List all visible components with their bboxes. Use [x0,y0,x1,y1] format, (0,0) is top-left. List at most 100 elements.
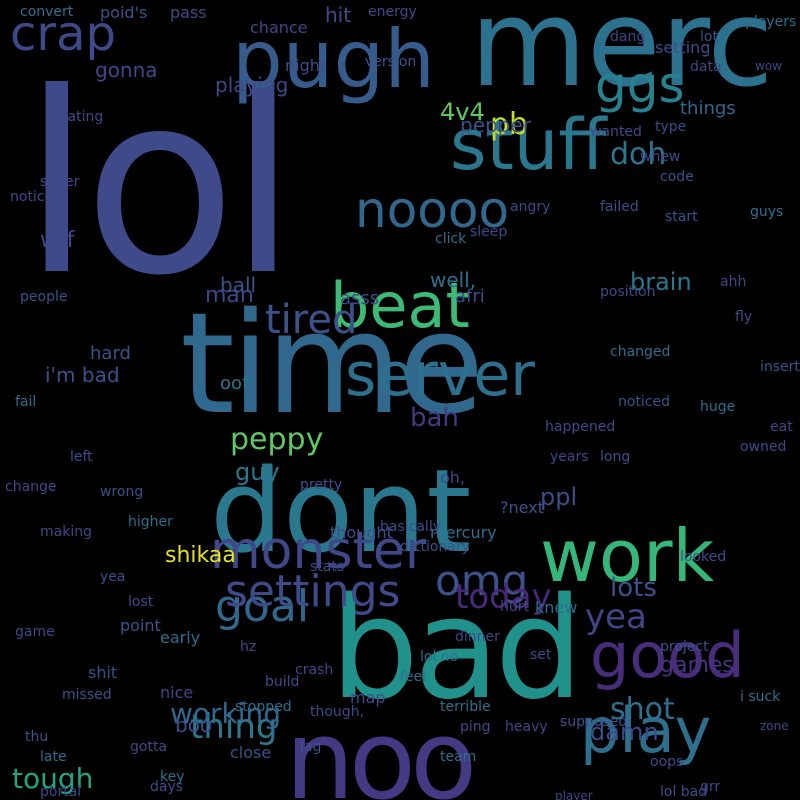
word-bah: bah [410,403,459,433]
word-stuff: stuff [450,104,607,186]
word-terrible: terrible [440,699,491,715]
word-super: super [40,174,80,190]
word-key: key [160,769,185,785]
word-though: though, [310,704,365,720]
word-hurt: hurt [500,599,529,615]
word-oof: oof [220,373,249,394]
word-whew: whew [640,149,681,165]
word-long: long [600,449,631,465]
word-failed: failed [600,199,639,215]
word-today: today [455,577,552,617]
word-yea-small: yea [100,569,126,585]
word-lol-no: lol no [420,649,459,665]
word-nice: nice [160,683,194,702]
word-data: data [690,59,722,75]
word-lol: lol [22,39,298,330]
word-players: players [745,14,797,30]
word-owned: owned [740,439,787,455]
word-pretty: pretty [300,477,343,493]
word-lot: lot [700,29,718,45]
word-days: days [150,779,184,795]
word-left: left [70,449,93,465]
word-chance: chance [250,18,308,37]
word-gonna: gonna [95,58,158,82]
word-shot: shot [610,692,675,727]
word-click: click [435,231,467,247]
word-omg: omg [435,556,529,605]
word-close: close [230,743,272,762]
word-oops: oops [650,754,684,770]
word-4v4: 4v4 [440,98,485,126]
word-point: point [120,616,161,635]
word-setting: setting [655,38,711,57]
word-change: change [5,479,57,495]
word-position: position [600,284,656,300]
word-energy: energy [368,4,417,20]
word-tough: tough [12,762,94,795]
word-type: type [655,119,687,135]
word-changed: changed [610,344,671,360]
word-peppy: peppy [230,422,324,457]
word-im-bad: i'm bad [45,363,120,387]
word-wow: wow [755,59,782,73]
word-fail: fail [15,394,37,410]
word-shikaa: shikaa [165,543,236,568]
word-eat: eat [770,419,793,435]
word-time: time [180,283,484,446]
word-beating: beating [50,109,104,125]
word-man: man [205,283,254,308]
word-thought: thought [330,523,393,542]
word-happened: happened [545,419,616,435]
word-stopped: stopped [235,699,292,715]
word-work: work [540,514,715,598]
word-guy: guy [235,458,280,486]
word-portal: portal [40,784,82,800]
word-feel: feel [400,669,427,685]
word-lol-bad: lol bad [660,784,708,800]
word-bad: bad [330,568,584,731]
word-pb: pb [490,107,529,142]
word-well: well, [430,268,477,292]
word-stats: stats [310,559,345,575]
word-supposed: supposed [560,714,628,730]
word-asss: asss [340,288,380,309]
word-wanted: wanted [590,124,642,140]
word-early: early [160,628,201,647]
word-dang: dang [610,29,646,45]
word-notice: notice [10,189,54,205]
word-dinner: dinner [455,629,500,645]
word-poids: poid's [100,3,148,22]
word-lots: lots [610,573,657,603]
word-team: team [440,749,477,765]
word-ppl: ppl [540,483,578,511]
word-afri: afri [455,286,485,307]
word-version: version [365,54,417,70]
word-higher: higher [128,514,173,530]
word-goal: goal [215,581,310,632]
word-ping: ping [460,719,491,735]
word-play: play [580,694,712,767]
word-dont: dont [210,445,472,579]
word-things: things [680,98,736,119]
word-people: people [20,289,68,305]
word-next: ?next [500,498,544,517]
word-game: game [15,624,55,640]
word-map: map [350,688,386,707]
word-sleep: sleep [470,224,508,240]
word-making: making [40,524,92,540]
word-pugh: pugh [232,13,435,106]
word-heavy: heavy [505,719,548,735]
word-player: player [555,789,593,800]
word-thing: thing [190,707,278,747]
word-basically: basically [380,519,441,535]
word-night: night [285,56,327,75]
word-lag: lag [300,739,322,755]
word-set: set [530,647,552,663]
word-boo: boo [175,713,213,737]
word-damn: damn [590,718,659,746]
word-code: code [660,169,694,185]
word-years: years [550,449,589,465]
word-fly: fly [735,309,753,325]
word-hit: hit [325,3,352,27]
